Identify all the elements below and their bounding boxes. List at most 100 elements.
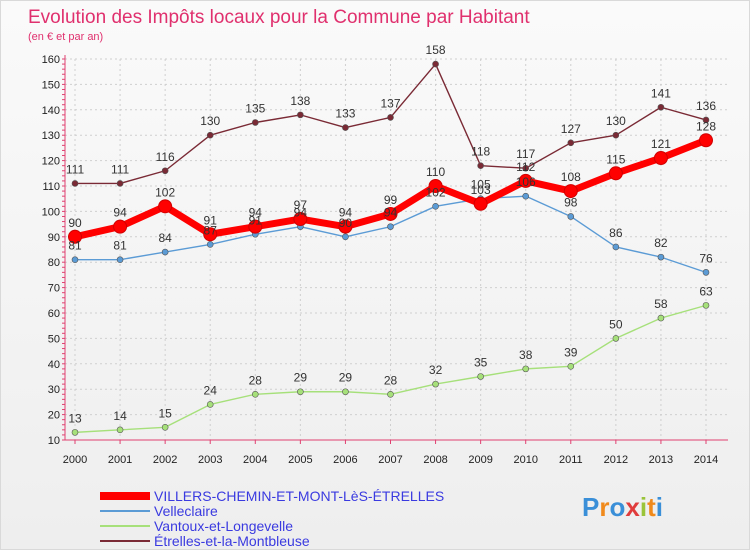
- x-tick-label: 2002: [153, 454, 177, 466]
- data-label: 106: [516, 175, 536, 189]
- x-tick-label: 2006: [333, 454, 357, 466]
- data-point: [563, 184, 578, 199]
- x-tick-label: 2010: [513, 454, 537, 466]
- data-point: [293, 212, 308, 227]
- data-label: 86: [609, 226, 623, 240]
- data-point: [567, 363, 575, 370]
- data-point: [116, 180, 124, 187]
- data-point: [71, 180, 79, 187]
- data-point: [699, 133, 713, 148]
- y-tick-label: 50: [48, 333, 60, 345]
- x-tick-label: 2001: [108, 454, 132, 466]
- x-tick-label: 2014: [694, 454, 718, 466]
- data-label: 118: [471, 145, 490, 159]
- data-label: 91: [204, 213, 218, 227]
- y-tick-label: 80: [48, 257, 60, 269]
- data-point: [657, 103, 665, 111]
- series-layer: [68, 60, 713, 436]
- data-label: 117: [516, 147, 535, 161]
- data-point: [68, 229, 82, 244]
- data-label: 94: [384, 206, 398, 220]
- data-label: 103: [471, 183, 491, 197]
- data-label: 108: [561, 170, 581, 184]
- x-tick-label: 2007: [378, 454, 402, 466]
- data-label: 38: [519, 348, 533, 362]
- x-tick-label: 2005: [288, 454, 312, 466]
- data-point: [342, 124, 349, 131]
- data-label: 84: [158, 231, 172, 245]
- data-point: [657, 253, 665, 261]
- data-point: [161, 423, 169, 431]
- data-point: [522, 365, 530, 373]
- data-point: [116, 256, 124, 263]
- data-label: 116: [156, 150, 175, 164]
- data-label: 81: [68, 239, 82, 253]
- data-point: [251, 390, 259, 398]
- data-label: 110: [426, 165, 445, 179]
- data-label: 29: [294, 371, 308, 385]
- data-point: [206, 241, 214, 248]
- data-point: [387, 223, 394, 230]
- data-point: [522, 192, 530, 200]
- data-label: 102: [155, 185, 175, 199]
- y-tick-label: 40: [48, 359, 60, 371]
- data-point: [432, 203, 439, 210]
- data-point: [206, 401, 214, 408]
- data-label: 63: [699, 284, 713, 298]
- x-tick-label: 2000: [63, 454, 87, 466]
- data-point: [383, 206, 398, 221]
- data-label: 90: [68, 216, 82, 230]
- data-label: 81: [113, 239, 127, 253]
- y-tick-label: 20: [48, 410, 60, 422]
- data-label: 158: [426, 43, 446, 57]
- data-point: [206, 131, 214, 139]
- data-point: [612, 243, 620, 251]
- data-point: [297, 388, 304, 396]
- data-label: 14: [113, 409, 127, 423]
- data-point: [477, 162, 484, 169]
- data-point: [251, 119, 259, 126]
- data-label: 28: [249, 373, 263, 387]
- y-tick-label: 110: [42, 181, 60, 193]
- data-label: 94: [339, 206, 353, 220]
- y-tick-label: 60: [48, 308, 60, 320]
- data-label: 115: [606, 152, 625, 166]
- data-label: 58: [654, 297, 668, 311]
- data-point: [567, 139, 575, 147]
- data-point: [161, 248, 169, 256]
- data-point: [608, 166, 623, 181]
- data-point: [161, 167, 169, 175]
- data-label: 94: [113, 206, 127, 220]
- y-tick-label: 10: [48, 435, 60, 447]
- data-label: 99: [384, 193, 398, 207]
- data-label: 121: [651, 137, 671, 151]
- data-point: [428, 179, 443, 193]
- data-point: [71, 429, 79, 436]
- data-point: [116, 426, 124, 434]
- data-label: 111: [111, 162, 130, 176]
- x-tick-label: 2013: [649, 454, 673, 466]
- data-point: [612, 131, 620, 139]
- data-label: 91: [249, 213, 263, 227]
- data-point: [653, 151, 668, 166]
- data-point: [477, 373, 484, 380]
- data-point: [387, 114, 394, 121]
- data-point: [387, 390, 394, 398]
- data-label: 137: [380, 96, 400, 110]
- data-point: [702, 116, 710, 124]
- legend: VILLERS-CHEMIN-ET-MONT-LèS-ÉTRELLESVelle…: [100, 488, 444, 549]
- y-tick-label: 160: [42, 54, 60, 66]
- data-label: 39: [564, 345, 578, 359]
- data-point: [158, 199, 173, 214]
- legend-label: Étrelles-et-la-Montbleuse: [154, 533, 310, 549]
- data-label: 135: [245, 102, 265, 116]
- data-label: 128: [696, 119, 716, 133]
- y-tick-label: 120: [42, 156, 60, 168]
- data-label: 130: [606, 114, 626, 128]
- data-label: 94: [249, 206, 263, 220]
- data-labels: 9094102919497949911010311210811512112881…: [66, 43, 716, 425]
- data-label: 138: [290, 94, 310, 108]
- data-point: [473, 196, 488, 211]
- data-point: [432, 60, 439, 68]
